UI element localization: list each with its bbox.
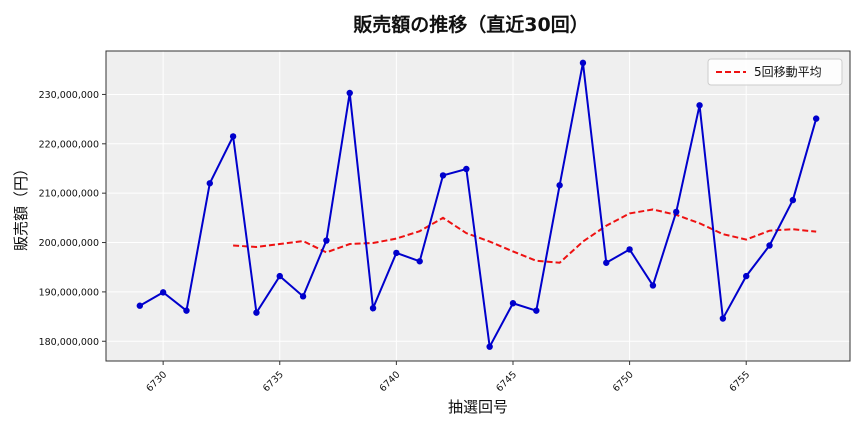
- sales-point: [649, 282, 657, 289]
- series-layer: [136, 59, 820, 350]
- sales-line: [139, 62, 818, 350]
- sales-point: [579, 59, 587, 67]
- sales-point: [486, 343, 493, 350]
- chart-title: 販売額の推移（直近30回）: [353, 13, 588, 36]
- y-tick-label: 200,000,000: [39, 238, 99, 249]
- sales-point: [393, 249, 400, 257]
- legend-box: [707, 58, 843, 86]
- x-tick-label: 6750: [611, 369, 636, 394]
- sales-point: [719, 315, 727, 322]
- y-tick-label: 180,000,000: [39, 337, 99, 348]
- plot-area: [106, 51, 850, 361]
- legend-moving-average-label: 5回移動平均: [754, 65, 822, 79]
- x-tick-label: 6740: [378, 369, 403, 394]
- sales-point: [136, 302, 144, 309]
- sales-point: [416, 258, 423, 265]
- sales-point: [346, 89, 353, 97]
- x-tick-label: 6755: [727, 369, 752, 394]
- sales-point: [812, 115, 820, 122]
- y-axis-ticks: 180,000,000 190,000,000 200,000,000 210,000…: [39, 90, 106, 348]
- sales-point: [229, 133, 237, 140]
- y-tick-label: 210,000,000: [39, 189, 99, 200]
- y-axis-label: 販売額（円）: [12, 161, 30, 251]
- sales-point: [673, 208, 680, 216]
- y-tick-label: 190,000,000: [39, 287, 99, 298]
- y-tick-label: 230,000,000: [39, 90, 99, 101]
- sales-point: [299, 293, 307, 300]
- x-axis-ticks: 6730 6735 6740 6745 6750 6755: [144, 361, 752, 394]
- x-tick-label: 6735: [261, 369, 286, 394]
- sales-point: [743, 272, 750, 280]
- x-axis-label: 抽選回号: [448, 398, 508, 416]
- plot-border: [105, 50, 851, 362]
- sales-point: [183, 307, 190, 314]
- sales-point: [603, 259, 610, 266]
- sales-point: [369, 304, 377, 312]
- x-tick-label: 6730: [144, 369, 169, 394]
- sales-point: [323, 237, 330, 244]
- y-tick-label: 220,000,000: [39, 139, 99, 150]
- sales-point: [533, 307, 540, 314]
- sales-point: [463, 165, 470, 173]
- x-tick-label: 6745: [494, 369, 519, 394]
- sales-point: [789, 196, 797, 204]
- sales-point: [556, 182, 563, 189]
- sales-point: [626, 246, 633, 253]
- sales-point: [439, 172, 447, 179]
- sales-point: [696, 102, 703, 109]
- sales-point: [509, 300, 517, 307]
- moving-average-line: [233, 208, 817, 264]
- sales-point: [766, 242, 773, 249]
- sales-point: [159, 289, 167, 296]
- sales-point: [276, 272, 283, 280]
- sales-point: [253, 309, 260, 316]
- legend: 5回移動平均: [707, 58, 843, 86]
- sales-point: [206, 180, 213, 187]
